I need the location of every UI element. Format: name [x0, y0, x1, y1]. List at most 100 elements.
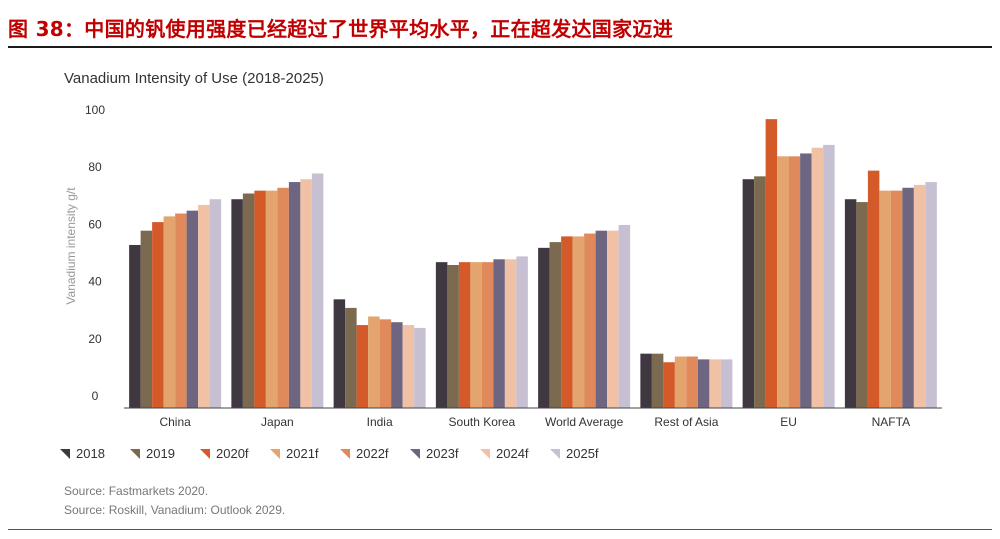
bar	[504, 259, 517, 408]
bar	[163, 216, 176, 408]
bar	[607, 230, 619, 408]
bar	[856, 202, 868, 408]
bar	[458, 262, 471, 408]
bar	[300, 179, 312, 408]
bar	[765, 119, 778, 408]
bar	[140, 230, 153, 408]
bar	[720, 359, 733, 408]
bar	[186, 210, 199, 408]
legend-item: 2023f	[410, 446, 480, 461]
bar	[470, 262, 482, 408]
bar	[651, 353, 664, 408]
bar	[823, 144, 835, 408]
x-tick-label: Rest of Asia	[654, 415, 718, 429]
legend-label: 2019	[146, 446, 175, 461]
bar	[402, 325, 415, 408]
bar	[242, 193, 255, 408]
bar	[481, 262, 494, 408]
x-tick-label: World Average	[545, 415, 624, 429]
bar	[686, 356, 698, 408]
legend-marker-icon	[550, 448, 560, 459]
legend-item: 2025f	[550, 446, 620, 461]
legend-item: 2021f	[270, 446, 340, 461]
bar	[709, 359, 721, 408]
bar	[902, 187, 914, 408]
bar	[618, 224, 631, 408]
figure-title: 图 38：中国的钒使用强度已经超过了世界平均水平，正在超发达国家迈进	[8, 17, 673, 41]
legend-item: 2024f	[480, 446, 550, 461]
bar	[913, 184, 926, 408]
x-tick-label: EU	[780, 415, 797, 429]
bar	[811, 147, 824, 409]
bar	[333, 299, 346, 408]
legend-marker-icon	[270, 448, 280, 459]
bar	[674, 356, 687, 408]
bar	[663, 362, 675, 408]
bar	[561, 236, 573, 408]
source-line-1: Source: Fastmarkets 2020.	[64, 484, 209, 498]
bar	[368, 316, 380, 408]
bar	[879, 190, 891, 408]
y-tick-label: 80	[88, 160, 102, 174]
legend-marker-icon	[130, 448, 140, 459]
bar	[697, 359, 710, 408]
y-tick-label: 100	[85, 103, 105, 117]
legend-item: 2020f	[200, 446, 270, 461]
bar	[584, 233, 596, 408]
x-tick-label: China	[159, 415, 191, 429]
bar	[844, 199, 857, 408]
bar	[254, 190, 266, 408]
y-tick-label: 0	[92, 389, 99, 403]
legend-label: 2018	[76, 446, 105, 461]
x-axis-labels: China Japan India South Korea World Average R…	[159, 415, 910, 429]
legend-label: 2023f	[426, 446, 459, 461]
legend-label: 2020f	[216, 446, 249, 461]
legend-item: 2022f	[340, 446, 410, 461]
legend-marker-icon	[340, 448, 350, 459]
bar	[595, 230, 608, 408]
bar	[516, 256, 528, 408]
bar	[777, 156, 789, 408]
bar	[175, 213, 187, 408]
bar	[345, 307, 357, 408]
bar	[288, 182, 301, 408]
bar	[198, 204, 210, 408]
bottom-rule	[8, 529, 992, 530]
legend-label: 2021f	[286, 446, 319, 461]
bar	[435, 262, 448, 408]
x-tick-label: South Korea	[449, 415, 516, 429]
legend-marker-icon	[410, 448, 420, 459]
legend-marker-icon	[200, 448, 210, 459]
bar	[742, 179, 755, 408]
legend-label: 2024f	[496, 446, 529, 461]
y-tick-label: 40	[88, 275, 102, 289]
bar	[277, 187, 289, 408]
bar	[640, 353, 652, 408]
bar	[447, 265, 459, 408]
bar	[356, 325, 369, 408]
bar	[925, 182, 937, 408]
top-rule	[8, 46, 992, 48]
x-tick-label: Japan	[261, 415, 294, 429]
bar	[890, 190, 903, 408]
x-tick-label: India	[367, 415, 393, 429]
bar	[152, 222, 164, 408]
bar	[129, 244, 141, 408]
chart-title: Vanadium Intensity of Use (2018-2025)	[64, 70, 324, 87]
legend-label: 2022f	[356, 446, 389, 461]
bar	[414, 327, 426, 408]
bar	[549, 242, 562, 408]
bar	[867, 170, 880, 408]
legend-marker-icon	[60, 448, 70, 459]
chart-legend: 2018 2019 2020f 2021f 2022f 2023f 2024f 2025f	[60, 446, 620, 461]
bar	[265, 190, 278, 408]
legend-marker-icon	[480, 448, 490, 459]
bar	[311, 173, 324, 408]
bar	[538, 247, 550, 408]
y-tick-label: 20	[88, 332, 102, 346]
bars	[124, 119, 942, 409]
bar	[754, 176, 766, 408]
bar	[788, 156, 801, 408]
y-tick-label: 60	[88, 217, 102, 231]
